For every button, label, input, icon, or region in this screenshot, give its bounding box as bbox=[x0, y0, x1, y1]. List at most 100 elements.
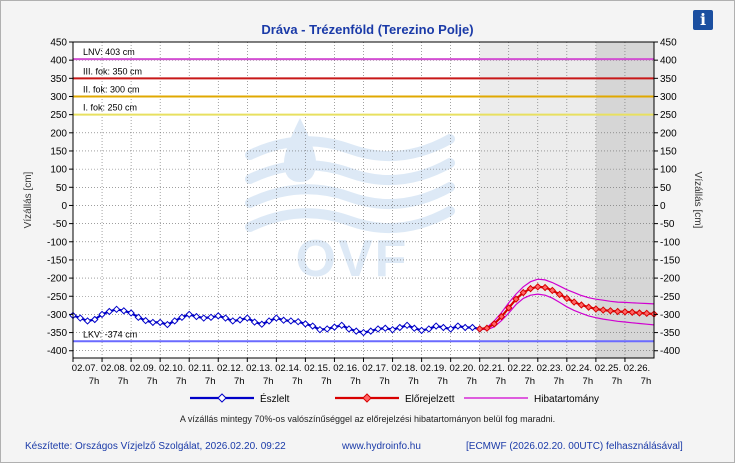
ovf-watermark: OVF bbox=[245, 118, 455, 288]
y-tick-label-right: -200 bbox=[660, 274, 680, 285]
x-tick-label-date: 02.22. bbox=[508, 363, 534, 374]
x-tick-label-date: 02.13. bbox=[246, 363, 272, 374]
forecast-point bbox=[570, 298, 578, 306]
observed-point bbox=[207, 313, 215, 322]
forecast-point bbox=[584, 303, 593, 311]
forecast-point bbox=[628, 308, 636, 316]
y-tick-label-right: 300 bbox=[660, 92, 677, 103]
x-tick-label-date: 02.23. bbox=[537, 363, 563, 374]
observed-point bbox=[214, 312, 222, 320]
x-tick-label-hour: 7h bbox=[583, 376, 594, 387]
x-tick-label-date: 02.16. bbox=[333, 363, 359, 374]
observed-point bbox=[178, 313, 186, 322]
level-label: LKV: -374 cm bbox=[83, 329, 137, 339]
observed-point bbox=[105, 307, 114, 316]
y-tick-label-left: 400 bbox=[50, 56, 67, 67]
observed-point bbox=[243, 314, 252, 322]
forecast-point bbox=[512, 295, 520, 303]
observed-point bbox=[308, 322, 317, 330]
y-tick-label-right: 50 bbox=[660, 183, 672, 194]
y-tick-label-left: 200 bbox=[50, 128, 67, 139]
observed-point bbox=[374, 325, 382, 333]
observed-point bbox=[330, 323, 339, 331]
x-tick-label-date: 02.21. bbox=[478, 363, 504, 374]
observed-point bbox=[250, 318, 259, 326]
x-tick-label-date: 02.26. bbox=[624, 363, 650, 374]
x-tick-label-hour: 7h bbox=[641, 376, 652, 387]
legend-error-band-label: Hibatartomány bbox=[534, 394, 599, 405]
forecast-point bbox=[599, 306, 607, 314]
observed-point bbox=[403, 321, 411, 330]
error-band-upper-line bbox=[479, 278, 655, 330]
x-tick-label-hour: 7h bbox=[89, 376, 100, 387]
observed-point bbox=[446, 325, 455, 333]
x-tick-label-date: 02.08. bbox=[101, 363, 127, 374]
x-tick-label-date: 02.12. bbox=[217, 363, 243, 374]
y-tick-label-right: -400 bbox=[660, 346, 680, 357]
legend-forecast-label: Előrejelzett bbox=[405, 394, 455, 405]
y-tick-label-right: 200 bbox=[660, 128, 677, 139]
forecast-point bbox=[497, 312, 506, 321]
observed-point bbox=[279, 316, 288, 324]
footer-source: [ECMWF (2026.02.20. 00UTC) felhasználásá… bbox=[466, 441, 683, 452]
y-tick-label-left: -400 bbox=[47, 346, 67, 357]
forecast-point bbox=[643, 309, 651, 318]
legend-forecast-marker bbox=[362, 393, 372, 403]
forecast-point bbox=[483, 324, 491, 332]
level-label: LNV: 403 cm bbox=[83, 47, 135, 57]
observed-point bbox=[192, 312, 201, 321]
observed-point bbox=[287, 317, 295, 325]
y-tick-label-left: -100 bbox=[47, 237, 67, 248]
observed-point bbox=[417, 326, 426, 335]
observed-point bbox=[163, 320, 172, 329]
observed-point bbox=[359, 328, 368, 337]
y-tick-label-right: -300 bbox=[660, 310, 680, 321]
observed-point bbox=[439, 323, 448, 332]
footer-website-link[interactable]: www.hydroinfo.hu bbox=[342, 441, 421, 452]
x-tick-label-date: 02.10. bbox=[159, 363, 185, 374]
forecast-point bbox=[592, 305, 600, 313]
y-tick-label-left: -300 bbox=[47, 310, 67, 321]
x-tick-label-hour: 7h bbox=[205, 376, 216, 387]
x-tick-label-date: 02.18. bbox=[391, 363, 417, 374]
x-tick-label-date: 02.09. bbox=[130, 363, 156, 374]
chart-title: Dráva - Trézenföld (Terezino Polje) bbox=[261, 22, 474, 37]
observed-point bbox=[141, 316, 150, 325]
observed-point bbox=[468, 323, 477, 332]
x-tick-label-hour: 7h bbox=[466, 376, 477, 387]
observed-point bbox=[127, 309, 135, 317]
forecast-point bbox=[563, 294, 571, 303]
observed-point bbox=[272, 314, 281, 322]
x-tick-label-hour: 7h bbox=[147, 376, 158, 387]
y-tick-label-left: 0 bbox=[61, 201, 67, 212]
y-tick-label-right: 100 bbox=[660, 165, 677, 176]
y-tick-label-left: 300 bbox=[50, 92, 67, 103]
x-tick-label-date: 02.25. bbox=[595, 363, 621, 374]
x-tick-label-date: 02.14. bbox=[275, 363, 301, 374]
x-tick-label-hour: 7h bbox=[408, 376, 419, 387]
legend-observed-marker bbox=[217, 393, 227, 403]
observed-point bbox=[221, 314, 230, 322]
x-tick-label-hour: 7h bbox=[554, 376, 565, 387]
observed-point bbox=[76, 314, 84, 322]
x-tick-label-hour: 7h bbox=[292, 376, 303, 387]
observed-point bbox=[338, 321, 346, 330]
observed-point bbox=[258, 320, 266, 328]
y-tick-label-right: 250 bbox=[660, 110, 677, 121]
observed-point bbox=[149, 318, 157, 327]
x-tick-label-hour: 7h bbox=[437, 376, 448, 387]
forecast-point bbox=[475, 325, 484, 333]
y-tick-label-right: 450 bbox=[660, 38, 677, 49]
forecast-point bbox=[613, 307, 622, 316]
observed-point bbox=[98, 310, 106, 319]
observed-point bbox=[345, 325, 353, 333]
level-label: II. fok: 300 cm bbox=[83, 84, 140, 94]
info-icon[interactable]: i bbox=[693, 10, 713, 30]
observed-point bbox=[112, 305, 121, 314]
observed-point bbox=[388, 325, 397, 334]
footer-author: Készítette: Országos Vízjelző Szolgálat,… bbox=[25, 441, 286, 452]
observed-point bbox=[316, 325, 324, 334]
x-tick-label-date: 02.17. bbox=[362, 363, 388, 374]
observed-point bbox=[265, 317, 273, 325]
x-tick-label-date: 02.19. bbox=[420, 363, 446, 374]
